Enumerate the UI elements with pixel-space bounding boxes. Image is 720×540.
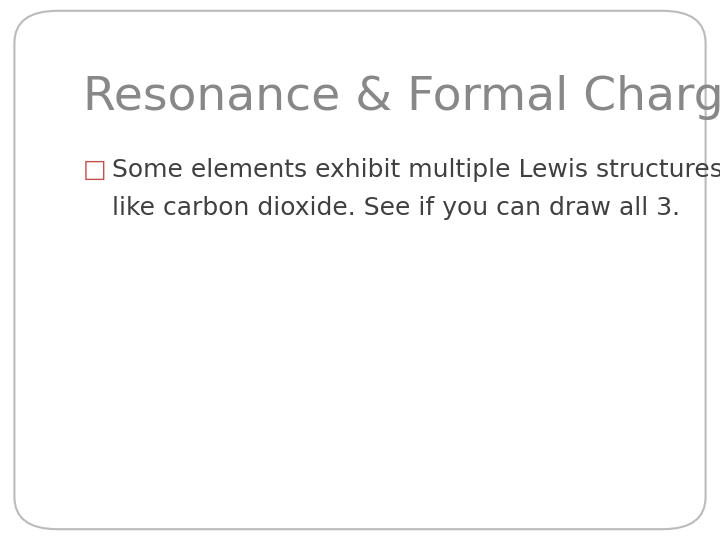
Text: □: □ [83, 158, 107, 182]
Text: like carbon dioxide. See if you can draw all 3.: like carbon dioxide. See if you can draw… [112, 196, 680, 220]
Text: Some elements exhibit multiple Lewis structures: Some elements exhibit multiple Lewis str… [112, 158, 720, 182]
Text: Resonance & Formal Charge: Resonance & Formal Charge [83, 75, 720, 120]
FancyBboxPatch shape [14, 11, 706, 529]
